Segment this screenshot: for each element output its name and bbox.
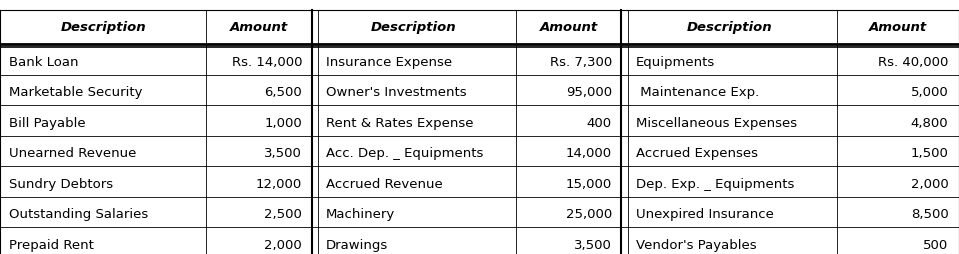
Text: 500: 500 [924, 239, 948, 252]
Text: Amount: Amount [540, 21, 597, 34]
Text: 1,500: 1,500 [911, 147, 948, 160]
Text: Maintenance Exp.: Maintenance Exp. [636, 86, 760, 99]
Text: 3,500: 3,500 [265, 147, 302, 160]
Text: 12,000: 12,000 [256, 178, 302, 191]
Text: 95,000: 95,000 [566, 86, 612, 99]
Text: 5,000: 5,000 [911, 86, 948, 99]
Text: 2,000: 2,000 [911, 178, 948, 191]
Text: Accrued Expenses: Accrued Expenses [636, 147, 758, 160]
Text: Amount: Amount [230, 21, 288, 34]
Text: Outstanding Salaries: Outstanding Salaries [9, 208, 148, 221]
Text: Rs. 14,000: Rs. 14,000 [231, 56, 302, 69]
Text: 14,000: 14,000 [566, 147, 612, 160]
Text: Marketable Security: Marketable Security [9, 86, 142, 99]
Text: Description: Description [60, 21, 147, 34]
Text: Rent & Rates Expense: Rent & Rates Expense [326, 117, 474, 130]
Text: Drawings: Drawings [326, 239, 388, 252]
Text: Machinery: Machinery [326, 208, 395, 221]
Text: 15,000: 15,000 [566, 178, 612, 191]
Text: Prepaid Rent: Prepaid Rent [9, 239, 94, 252]
Text: Amount: Amount [869, 21, 926, 34]
Text: Bill Payable: Bill Payable [9, 117, 85, 130]
Text: Description: Description [687, 21, 772, 34]
Text: Acc. Dep. _ Equipments: Acc. Dep. _ Equipments [326, 147, 483, 160]
Text: Rs. 7,300: Rs. 7,300 [550, 56, 612, 69]
Text: Description: Description [371, 21, 456, 34]
Text: 2,000: 2,000 [265, 239, 302, 252]
Text: Miscellaneous Expenses: Miscellaneous Expenses [636, 117, 797, 130]
Text: 3,500: 3,500 [574, 239, 612, 252]
Text: Dep. Exp. _ Equipments: Dep. Exp. _ Equipments [636, 178, 794, 191]
Text: Sundry Debtors: Sundry Debtors [9, 178, 113, 191]
Text: 1,000: 1,000 [265, 117, 302, 130]
Text: Accrued Revenue: Accrued Revenue [326, 178, 443, 191]
Text: Unearned Revenue: Unearned Revenue [9, 147, 136, 160]
Text: Bank Loan: Bank Loan [9, 56, 78, 69]
Text: 25,000: 25,000 [566, 208, 612, 221]
Text: Vendor's Payables: Vendor's Payables [636, 239, 757, 252]
Text: Insurance Expense: Insurance Expense [326, 56, 453, 69]
Text: 8,500: 8,500 [911, 208, 948, 221]
Text: Unexpired Insurance: Unexpired Insurance [636, 208, 774, 221]
Text: Rs. 40,000: Rs. 40,000 [878, 56, 948, 69]
Text: 2,500: 2,500 [265, 208, 302, 221]
Text: Owner's Investments: Owner's Investments [326, 86, 467, 99]
Text: 6,500: 6,500 [265, 86, 302, 99]
Text: Equipments: Equipments [636, 56, 715, 69]
Text: 4,800: 4,800 [911, 117, 948, 130]
Text: 400: 400 [587, 117, 612, 130]
